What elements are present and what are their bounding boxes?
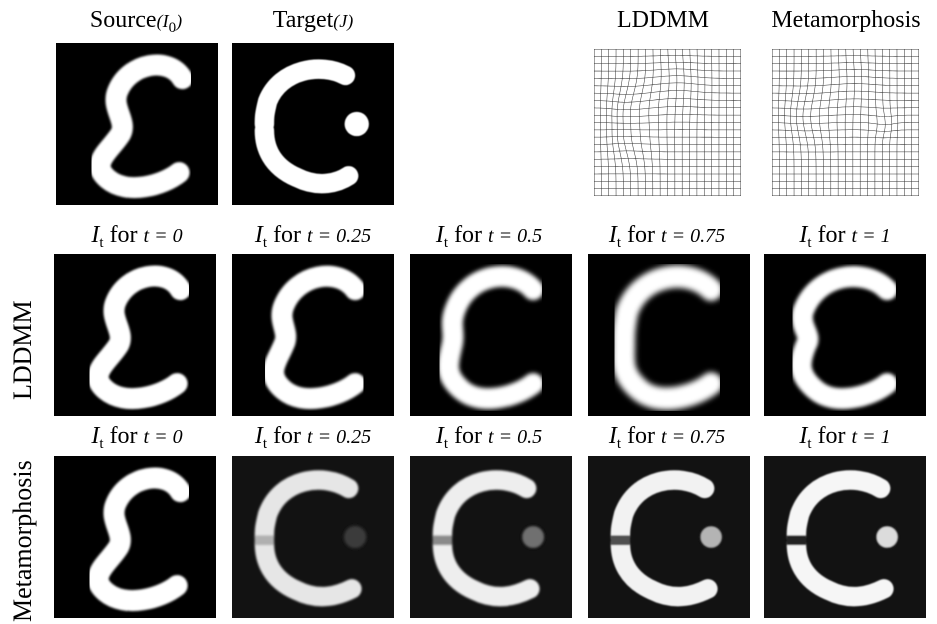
grid-line (674, 49, 678, 196)
lddmm-deformation-grid (594, 49, 741, 196)
grid-line (594, 158, 741, 160)
lddmm-time-label-4: It for t = 1 (799, 222, 891, 251)
lddmm-time-label-3: It for t = 0.75 (608, 222, 726, 251)
grid-line (772, 121, 919, 125)
metamorphosis-frame-3 (588, 456, 750, 618)
grid-line (703, 49, 706, 196)
source-title: Source(I0) (89, 7, 183, 36)
grid-line (594, 150, 741, 153)
lddmm-grid-lines (594, 49, 741, 196)
metamorphosis-grid-title: Metamorphosis (771, 7, 921, 33)
grid-line (852, 49, 855, 196)
grid-line (881, 49, 886, 196)
meta-time-label-0: It for t = 0 (91, 423, 183, 452)
metamorphosis-frame-1 (232, 456, 394, 618)
grid-line (867, 49, 870, 196)
target-image (232, 43, 394, 205)
target-c-shape (254, 59, 369, 194)
grid-line (681, 49, 685, 196)
grid-line (594, 143, 741, 145)
meta-time-label-4: It for t = 1 (799, 423, 891, 452)
lddmm-time-label-1: It for t = 0.25 (254, 222, 372, 251)
grid-line (594, 135, 741, 138)
metamorphosis-row-label: Metamorphosis (8, 460, 37, 622)
lddmm-frame-4 (764, 254, 926, 416)
lddmm-frame-3 (588, 254, 750, 416)
meta-time-label-2: It for t = 0.5 (435, 423, 543, 452)
source-c-shape (89, 54, 193, 199)
grid-line (689, 49, 692, 196)
grid-line (772, 136, 919, 139)
lddmm-time-label-2: It for t = 0.5 (435, 222, 543, 251)
meta-time-label-1: It for t = 0.25 (254, 423, 372, 452)
source-image (56, 43, 218, 205)
grid-line (696, 49, 699, 196)
lddmm-row-label: LDDMM (8, 300, 37, 400)
metamorphosis-deformation-grid (772, 49, 919, 196)
lddmm-frame-1 (232, 254, 394, 416)
metamorphosis-frame-2 (410, 456, 572, 618)
metamorphosis-grid-lines (772, 49, 919, 196)
grid-line (874, 49, 878, 196)
grid-line (772, 129, 919, 132)
lddmm-frame-0 (54, 254, 216, 416)
grid-line (859, 49, 863, 196)
metamorphosis-frame-4 (764, 456, 926, 618)
lddmm-frame-2 (410, 254, 572, 416)
meta-time-label-3: It for t = 0.75 (608, 423, 726, 452)
grid-line (666, 49, 670, 196)
lddmm-grid-title: LDDMM (616, 7, 709, 33)
target-title: Target(J) (272, 7, 354, 33)
grid-line (889, 49, 893, 196)
lddmm-time-label-0: It for t = 0 (91, 222, 183, 251)
metamorphosis-frame-0 (54, 456, 216, 618)
grid-line (896, 49, 899, 196)
grid-line (844, 49, 848, 196)
